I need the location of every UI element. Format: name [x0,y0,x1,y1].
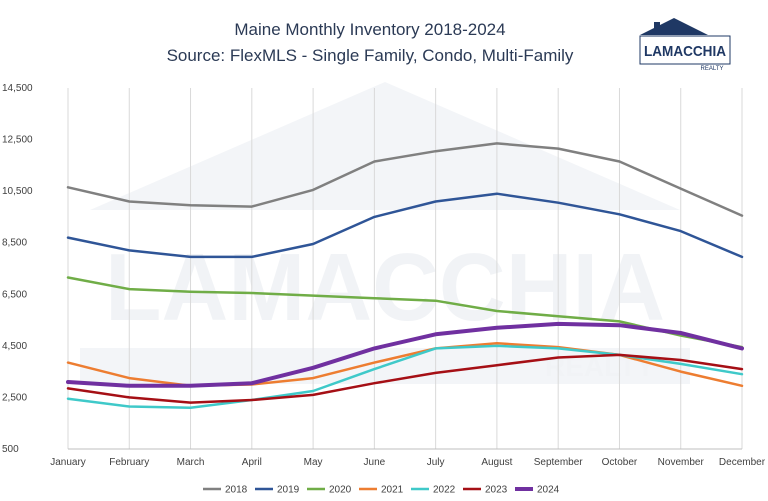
x-tick-label: February [109,457,149,468]
x-tick-label: May [304,457,323,468]
legend-label-2023: 2023 [485,485,508,496]
x-tick-label: December [719,457,766,468]
series-line-2019 [66,192,744,259]
y-tick-label: 500 [2,444,19,455]
y-tick-label: 14,500 [2,83,33,94]
series-lines [66,142,744,409]
legend-label-2022: 2022 [433,485,456,496]
y-tick-label: 4,500 [2,341,27,352]
x-tick-label: June [364,457,386,468]
y-tick-label: 12,500 [2,135,33,146]
watermark: LAMACCHIA REALTY [80,82,690,384]
legend-label-2021: 2021 [381,485,404,496]
x-tick-label: August [481,457,512,468]
x-tick-label: November [658,457,705,468]
legend-label-2018: 2018 [225,485,248,496]
logo-sub: REALTY [701,66,724,72]
x-tick-label: September [534,457,584,468]
y-tick-label: 2,500 [2,392,27,403]
legend: 2018 2019 2020 2021 2022 2023 2024 [203,485,560,496]
logo-brand: LAMACCHIA [644,43,726,60]
series-line-2023 [66,353,744,404]
y-tick-label: 8,500 [2,238,27,249]
chart-title: Maine Monthly Inventory 2018-2024 [234,20,505,39]
x-tick-label: January [50,457,86,468]
chart-subtitle: Source: FlexMLS - Single Family, Condo, … [167,46,574,65]
x-tick-label: April [242,457,262,468]
y-tick-label: 10,500 [2,186,33,197]
legend-label-2019: 2019 [277,485,300,496]
x-tick-label: October [602,457,638,468]
company-logo: LAMACCHIA REALTY [639,18,731,72]
x-tick-label: July [427,457,445,468]
series-line-2020 [66,276,744,349]
y-tick-label: 6,500 [2,289,27,300]
x-tick-label: March [177,457,205,468]
grid [67,88,743,450]
y-axis: 500 2,500 4,500 6,500 8,500 10,500 12,500 14,50… [2,83,33,455]
x-axis: January February March April May June July Augu… [50,457,766,468]
legend-label-2020: 2020 [329,485,352,496]
series-line-2024 [66,321,744,388]
series-line-2018 [66,142,744,217]
legend-label-2024: 2024 [537,485,560,496]
